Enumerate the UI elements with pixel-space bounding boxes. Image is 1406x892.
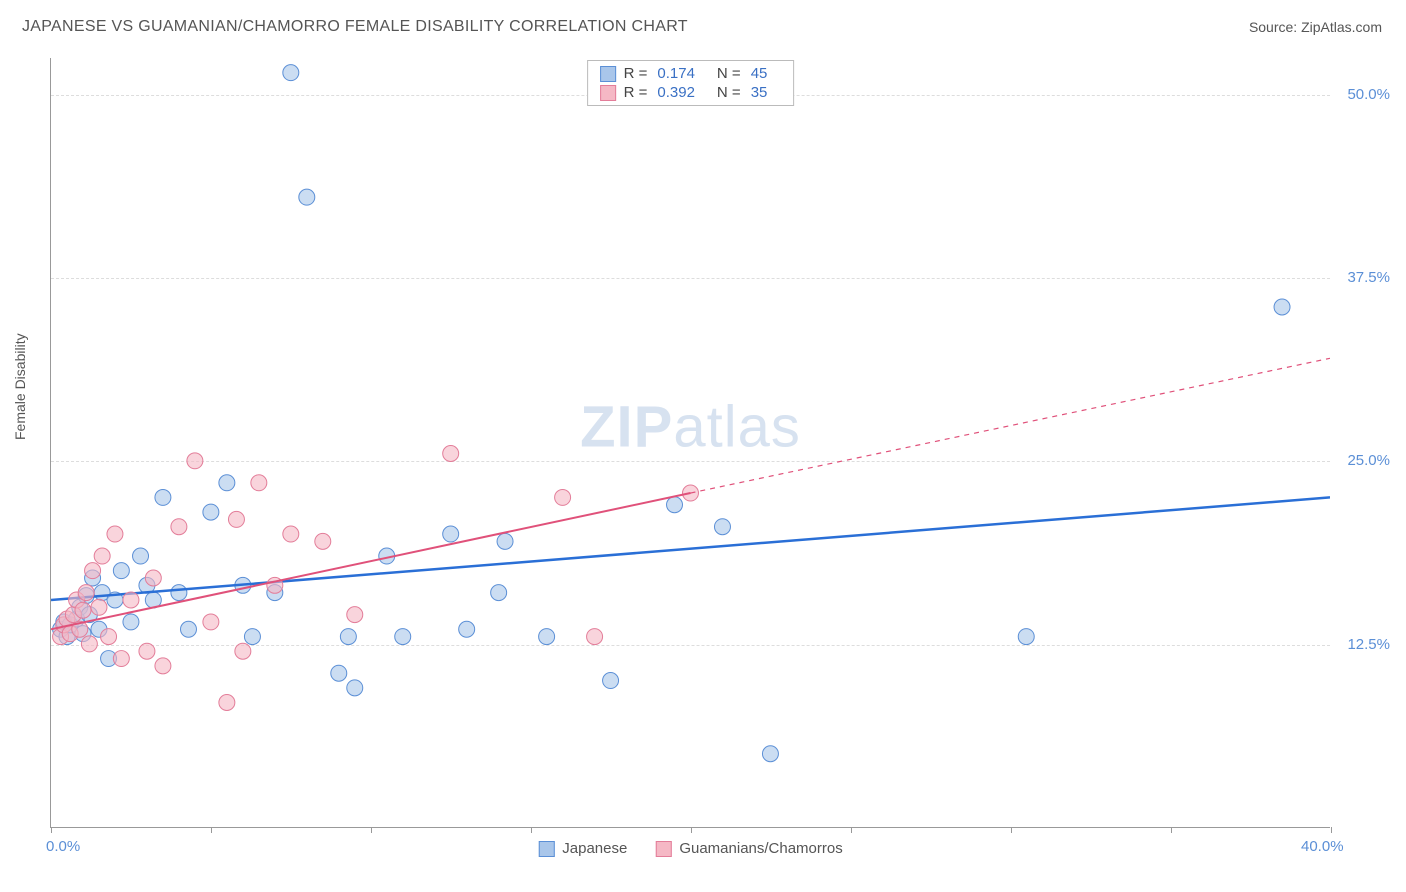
- xtick: [1011, 827, 1012, 833]
- xtick: [211, 827, 212, 833]
- scatter-point: [94, 548, 110, 564]
- scatter-point: [155, 489, 171, 505]
- plot-area: ZIPatlas R = 0.174 N = 45 R = 0.392 N = …: [50, 58, 1330, 828]
- scatter-point: [299, 189, 315, 205]
- n-label: N =: [717, 65, 741, 82]
- swatch-japanese: [600, 66, 616, 82]
- r-label: R =: [624, 84, 648, 101]
- xtick-label: 0.0%: [46, 838, 80, 855]
- y-axis-label: Female Disability: [12, 333, 28, 440]
- xtick: [691, 827, 692, 833]
- scatter-point: [714, 519, 730, 535]
- scatter-point: [315, 533, 331, 549]
- scatter-point: [155, 658, 171, 674]
- xtick: [851, 827, 852, 833]
- scatter-point: [1274, 299, 1290, 315]
- n-label: N =: [717, 84, 741, 101]
- scatter-point: [340, 629, 356, 645]
- ytick-label: 25.0%: [1335, 452, 1390, 469]
- xtick: [371, 827, 372, 833]
- source-label: Source: ZipAtlas.com: [1249, 19, 1382, 35]
- xtick-label: 40.0%: [1301, 838, 1344, 855]
- swatch-chamorros: [655, 841, 671, 857]
- r-label: R =: [624, 65, 648, 82]
- scatter-point: [603, 673, 619, 689]
- scatter-point: [81, 636, 97, 652]
- scatter-point: [139, 643, 155, 659]
- scatter-point: [251, 475, 267, 491]
- scatter-point: [85, 563, 101, 579]
- scatter-point: [1018, 629, 1034, 645]
- series-legend: Japanese Guamanians/Chamorros: [538, 840, 842, 857]
- scatter-point: [187, 453, 203, 469]
- scatter-point: [113, 651, 129, 667]
- scatter-point: [203, 504, 219, 520]
- scatter-point: [667, 497, 683, 513]
- legend-label-chamorros: Guamanians/Chamorros: [679, 840, 842, 857]
- scatter-point: [219, 695, 235, 711]
- scatter-point: [497, 533, 513, 549]
- legend-row-japanese: R = 0.174 N = 45: [600, 64, 782, 83]
- n-value-chamorros: 35: [751, 84, 768, 101]
- scatter-point: [443, 445, 459, 461]
- legend-item-japanese: Japanese: [538, 840, 627, 857]
- scatter-point: [555, 489, 571, 505]
- xtick: [51, 827, 52, 833]
- ytick-label: 50.0%: [1335, 86, 1390, 103]
- r-value-chamorros: 0.392: [657, 84, 695, 101]
- scatter-point: [91, 599, 107, 615]
- scatter-point: [180, 621, 196, 637]
- xtick: [1331, 827, 1332, 833]
- scatter-point: [235, 643, 251, 659]
- trend-line: [51, 497, 1330, 600]
- scatter-point: [347, 680, 363, 696]
- scatter-point: [219, 475, 235, 491]
- scatter-point: [762, 746, 778, 762]
- scatter-point: [133, 548, 149, 564]
- xtick: [531, 827, 532, 833]
- legend-item-chamorros: Guamanians/Chamorros: [655, 840, 842, 857]
- swatch-chamorros: [600, 85, 616, 101]
- scatter-point: [244, 629, 260, 645]
- scatter-point: [587, 629, 603, 645]
- xtick: [1171, 827, 1172, 833]
- scatter-point: [283, 65, 299, 81]
- scatter-point: [203, 614, 219, 630]
- scatter-point: [459, 621, 475, 637]
- scatter-point: [443, 526, 459, 542]
- scatter-point: [145, 570, 161, 586]
- chart-title: JAPANESE VS GUAMANIAN/CHAMORRO FEMALE DI…: [22, 18, 688, 36]
- scatter-point: [283, 526, 299, 542]
- scatter-point: [75, 602, 91, 618]
- scatter-point: [171, 519, 187, 535]
- scatter-point: [78, 585, 94, 601]
- ytick-label: 12.5%: [1335, 636, 1390, 653]
- correlation-legend: R = 0.174 N = 45 R = 0.392 N = 35: [587, 60, 795, 106]
- scatter-point: [228, 511, 244, 527]
- scatter-point: [107, 526, 123, 542]
- legend-label-japanese: Japanese: [562, 840, 627, 857]
- scatter-point: [123, 592, 139, 608]
- trend-line-dashed: [691, 358, 1331, 493]
- scatter-point: [395, 629, 411, 645]
- scatter-point: [331, 665, 347, 681]
- scatter-point: [123, 614, 139, 630]
- scatter-point: [347, 607, 363, 623]
- n-value-japanese: 45: [751, 65, 768, 82]
- scatter-point: [539, 629, 555, 645]
- scatter-point: [171, 585, 187, 601]
- scatter-point: [113, 563, 129, 579]
- legend-row-chamorros: R = 0.392 N = 35: [600, 83, 782, 102]
- r-value-japanese: 0.174: [657, 65, 695, 82]
- swatch-japanese: [538, 841, 554, 857]
- scatter-svg: [51, 58, 1330, 827]
- scatter-point: [491, 585, 507, 601]
- ytick-label: 37.5%: [1335, 269, 1390, 286]
- scatter-point: [101, 629, 117, 645]
